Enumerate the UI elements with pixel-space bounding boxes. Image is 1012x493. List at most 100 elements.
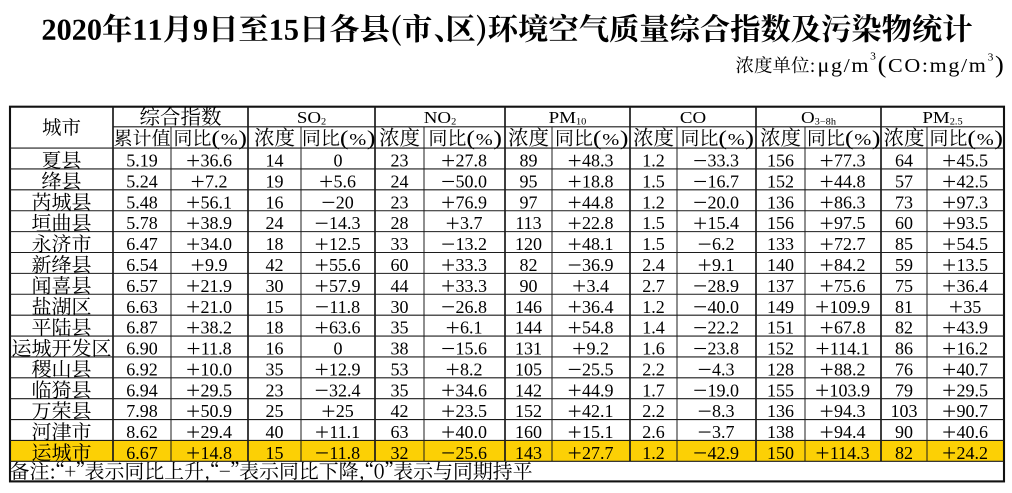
- svg-text:2.2: 2.2: [642, 401, 665, 421]
- svg-text:29.5: 29.5: [201, 380, 233, 400]
- svg-text:15: 15: [266, 443, 284, 463]
- svg-text:44.8: 44.8: [582, 192, 614, 212]
- svg-text:48.3: 48.3: [582, 151, 614, 171]
- svg-text:22.2: 22.2: [708, 318, 740, 338]
- svg-text:54.5: 54.5: [957, 234, 989, 254]
- svg-text:3.4: 3.4: [587, 276, 610, 296]
- svg-text:57.9: 57.9: [329, 276, 361, 296]
- svg-text:34.6: 34.6: [456, 380, 488, 400]
- svg-text:3.7: 3.7: [460, 213, 483, 233]
- svg-text:45.5: 45.5: [957, 151, 989, 171]
- svg-text:33.3: 33.3: [456, 255, 488, 275]
- svg-text:90: 90: [895, 422, 913, 442]
- svg-text:136: 136: [767, 192, 794, 212]
- svg-text:NO2: NO2: [424, 108, 457, 127]
- svg-text:40.0: 40.0: [708, 297, 740, 317]
- svg-text:19: 19: [266, 171, 284, 191]
- svg-text:36.6: 36.6: [201, 151, 233, 171]
- svg-text:5.78: 5.78: [126, 213, 158, 233]
- svg-text:38: 38: [391, 339, 409, 359]
- svg-text:140: 140: [767, 255, 794, 275]
- svg-text:114.3: 114.3: [830, 443, 870, 463]
- svg-text:44.9: 44.9: [582, 380, 614, 400]
- svg-text:11.1: 11.1: [329, 422, 360, 442]
- svg-text:42: 42: [391, 401, 409, 421]
- svg-text:21.0: 21.0: [201, 297, 233, 317]
- svg-text:(%): (%): [340, 127, 376, 151]
- svg-text:8.62: 8.62: [126, 422, 158, 442]
- svg-text:94.4: 94.4: [834, 422, 866, 442]
- svg-text:63.6: 63.6: [329, 318, 361, 338]
- svg-text:14.8: 14.8: [201, 443, 233, 463]
- svg-text:76.9: 76.9: [456, 192, 488, 212]
- svg-text:42.9: 42.9: [708, 443, 740, 463]
- svg-text:54.8: 54.8: [582, 318, 614, 338]
- svg-text:3.7: 3.7: [712, 422, 735, 442]
- svg-text:50.9: 50.9: [201, 401, 233, 421]
- svg-text:6.57: 6.57: [126, 276, 158, 296]
- svg-text:79: 79: [895, 380, 913, 400]
- svg-text:1.5: 1.5: [642, 213, 665, 233]
- svg-text:42: 42: [266, 255, 284, 275]
- svg-text:9.2: 9.2: [587, 339, 610, 359]
- svg-text:1.5: 1.5: [642, 234, 665, 254]
- svg-text:152: 152: [767, 171, 794, 191]
- svg-text:40: 40: [266, 422, 284, 442]
- svg-text:9.1: 9.1: [712, 255, 735, 275]
- svg-text:97: 97: [520, 192, 538, 212]
- svg-text:10.0: 10.0: [201, 359, 233, 379]
- svg-text:1.7: 1.7: [642, 380, 665, 400]
- svg-text:1.5: 1.5: [642, 171, 665, 191]
- svg-text:97.3: 97.3: [957, 192, 989, 212]
- svg-text:152: 152: [767, 339, 794, 359]
- svg-text:35: 35: [266, 359, 284, 379]
- svg-text:16.7: 16.7: [708, 171, 740, 191]
- svg-text:24.2: 24.2: [957, 443, 989, 463]
- svg-text:82: 82: [520, 255, 538, 275]
- svg-text:0: 0: [334, 339, 343, 359]
- svg-text:76: 76: [895, 359, 913, 379]
- svg-text:SO2: SO2: [297, 108, 326, 127]
- svg-text:81: 81: [895, 297, 913, 317]
- svg-text:1.2: 1.2: [642, 151, 665, 171]
- svg-text:155: 155: [767, 380, 794, 400]
- svg-text:131: 131: [515, 339, 542, 359]
- svg-text:33.3: 33.3: [708, 151, 740, 171]
- svg-text:143: 143: [515, 443, 542, 463]
- svg-text:128: 128: [767, 359, 794, 379]
- svg-text:133: 133: [767, 234, 794, 254]
- svg-text:6.2: 6.2: [712, 234, 735, 254]
- svg-text:23: 23: [391, 192, 409, 212]
- svg-text:43.9: 43.9: [957, 318, 989, 338]
- svg-text:26.8: 26.8: [456, 297, 488, 317]
- svg-text:2.2: 2.2: [642, 359, 665, 379]
- svg-text:103.9: 103.9: [830, 380, 871, 400]
- svg-text:63: 63: [391, 422, 409, 442]
- svg-text:94.3: 94.3: [834, 401, 866, 421]
- svg-text:95: 95: [520, 171, 538, 191]
- svg-text:15.1: 15.1: [582, 422, 614, 442]
- svg-text:16: 16: [266, 192, 284, 212]
- svg-text:18: 18: [266, 318, 284, 338]
- svg-text:152: 152: [515, 401, 542, 421]
- svg-text:16.2: 16.2: [957, 339, 989, 359]
- svg-text:7.2: 7.2: [205, 171, 228, 191]
- svg-text:1.6: 1.6: [642, 339, 665, 359]
- svg-text:27.7: 27.7: [582, 443, 614, 463]
- svg-text:57: 57: [895, 171, 913, 191]
- svg-text:42.5: 42.5: [957, 171, 989, 191]
- svg-text:144: 144: [515, 318, 542, 338]
- svg-text:6.92: 6.92: [126, 359, 158, 379]
- svg-text:14.3: 14.3: [329, 213, 361, 233]
- svg-text:11.8: 11.8: [329, 443, 360, 463]
- svg-text:44: 44: [391, 276, 409, 296]
- svg-text:88.2: 88.2: [834, 359, 866, 379]
- svg-text:32: 32: [391, 443, 409, 463]
- svg-text:93.5: 93.5: [957, 213, 989, 233]
- svg-text:5.6: 5.6: [334, 171, 357, 191]
- svg-text:53: 53: [391, 359, 409, 379]
- svg-text:(%): (%): [466, 127, 502, 151]
- svg-text:22.8: 22.8: [582, 213, 614, 233]
- svg-text:8.2: 8.2: [460, 359, 483, 379]
- svg-text:40.0: 40.0: [456, 422, 488, 442]
